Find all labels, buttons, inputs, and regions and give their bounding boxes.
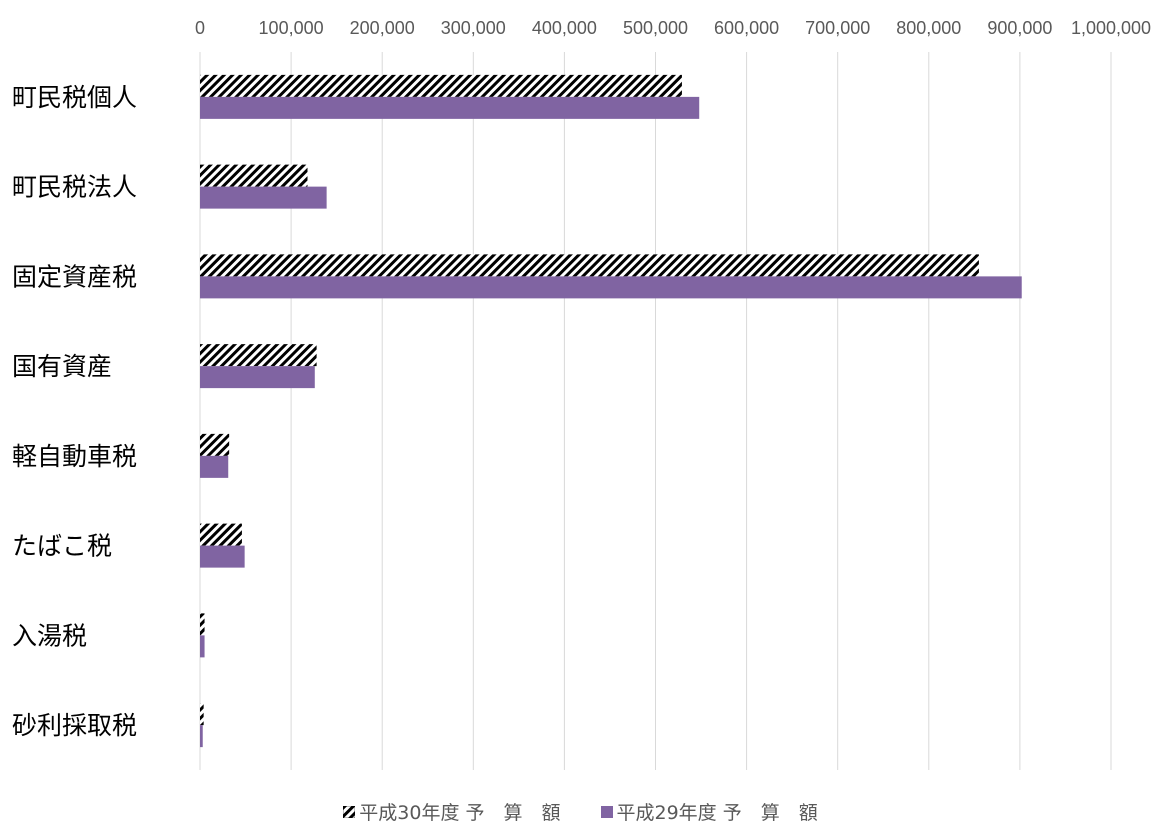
legend-label-series-1: 平成30年度 予 算 額: [359, 802, 561, 824]
legend-swatch-solid: [600, 805, 613, 818]
bar-series-1: [200, 254, 979, 277]
x-tick-label: 200,000: [350, 18, 415, 38]
category-label: 固定資産税: [12, 262, 137, 291]
legend-item-series-2: 平成29年度 予 算 額: [600, 798, 818, 825]
x-tick-label: 700,000: [805, 18, 870, 38]
legend-swatch-hatched: [343, 805, 356, 818]
category-label: 砂利採取税: [12, 711, 137, 740]
x-tick-label: 600,000: [714, 18, 779, 38]
category-label: 軽自動車税: [12, 442, 137, 471]
x-tick-label: 400,000: [532, 18, 597, 38]
category-label: 町民税個人: [12, 83, 137, 112]
legend-label-series-2: 平成29年度 予 算 額: [616, 802, 818, 824]
bar-series-1: [200, 703, 204, 726]
bar-series-1: [200, 74, 682, 97]
bar-series-1: [200, 433, 230, 456]
bar-series-1: [200, 344, 317, 367]
bar-series-2: [200, 366, 315, 389]
bar-series-2: [200, 276, 1022, 299]
legend: 平成30年度 予 算 額 平成29年度 予 算 額: [0, 798, 1161, 825]
x-tick-label: 900,000: [987, 18, 1052, 38]
chart-area: 0 100,000 200,000 300,000 400,000 500,000 600,…: [12, 18, 1151, 770]
bar-series-1: [200, 613, 205, 636]
bars: [200, 74, 1022, 748]
bar-series-2: [200, 455, 229, 478]
x-tick-label: 800,000: [896, 18, 961, 38]
x-tick-label: 0: [195, 18, 205, 38]
category-label: 町民税法人: [12, 173, 137, 202]
bar-series-2: [200, 96, 700, 119]
bar-series-1: [200, 523, 242, 546]
bar-series-2: [200, 725, 203, 748]
x-tick-label: 100,000: [259, 18, 324, 38]
bar-series-2: [200, 545, 245, 568]
x-axis-ticks: 0 100,000 200,000 300,000 400,000 500,000 600,…: [195, 18, 1151, 38]
legend-item-series-1: 平成30年度 予 算 額: [343, 798, 561, 825]
x-tick-label: 1,000,000: [1071, 18, 1151, 38]
gridlines: [199, 52, 1112, 770]
bar-series-1: [200, 164, 308, 187]
category-label: 入湯税: [12, 621, 87, 650]
category-label: たばこ税: [12, 532, 112, 561]
bar-series-2: [200, 635, 205, 658]
category-label: 国有資産: [12, 352, 112, 381]
x-tick-label: 500,000: [623, 18, 688, 38]
x-tick-label: 300,000: [441, 18, 506, 38]
bar-series-2: [200, 186, 327, 209]
